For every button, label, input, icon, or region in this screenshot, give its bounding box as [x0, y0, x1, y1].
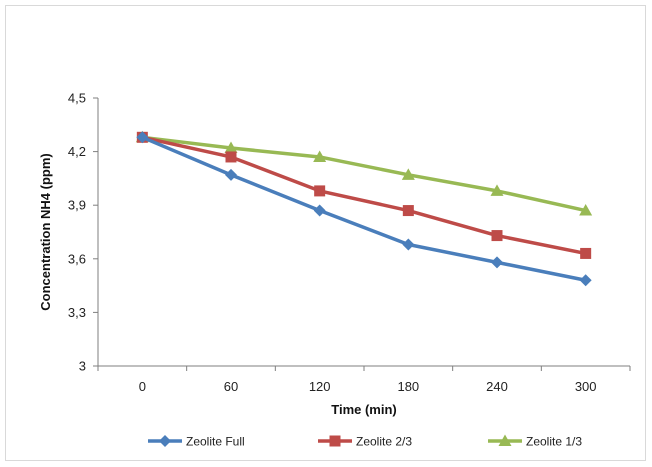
data-point	[224, 141, 238, 154]
x-tick-label: 120	[309, 379, 331, 394]
data-point	[402, 205, 414, 217]
data-point	[313, 150, 327, 162]
data-point	[491, 230, 503, 242]
data-point	[313, 204, 326, 217]
data-point	[491, 256, 503, 269]
legend-marker	[498, 434, 512, 446]
axes	[97, 98, 630, 367]
series-line	[141, 135, 587, 256]
legend-label: Zeolite 2/3	[356, 435, 412, 449]
legend-item: Zeolite 1/3	[488, 434, 582, 449]
legend-item: Zeolite Full	[148, 435, 245, 449]
x-tick-label: 300	[575, 379, 597, 394]
x-axis-title: Time (min)	[331, 402, 397, 417]
data-point	[580, 247, 592, 259]
x-tick-label: 180	[397, 379, 419, 394]
y-ticks: 3 3,3 3,6 3,9 4,2 4,5	[68, 91, 98, 374]
y-axis-title: Concentration NH4 (ppm)	[38, 153, 53, 310]
data-point	[225, 168, 237, 181]
legend-label: Zeolite Full	[186, 435, 245, 449]
y-tick-label: 3,9	[68, 198, 86, 213]
data-point	[579, 204, 593, 216]
legend-marker	[329, 435, 341, 447]
y-tick-label: 3,3	[68, 305, 86, 320]
data-point	[579, 274, 592, 287]
y-tick-label: 3,6	[68, 251, 86, 266]
y-tick-label: 4,2	[68, 144, 86, 159]
y-tick-label: 3	[79, 359, 86, 374]
legend: Zeolite Full Zeolite 2/3 Zeolite 1/3	[148, 434, 582, 449]
series-layer	[135, 130, 593, 287]
legend-item: Zeolite 2/3	[318, 435, 412, 449]
data-point	[136, 131, 149, 144]
data-point	[401, 168, 415, 180]
data-point	[402, 238, 415, 251]
series-zeolite-1-3	[135, 130, 593, 216]
series-line	[142, 135, 587, 213]
x-ticks: 0 60 120 180 240 300	[97, 366, 631, 394]
x-tick-label: 0	[139, 379, 146, 394]
legend-label: Zeolite 1/3	[526, 435, 582, 449]
data-point	[490, 184, 504, 196]
y-tick-label: 4,5	[68, 91, 86, 106]
legend-marker	[159, 435, 171, 447]
x-tick-label: 240	[486, 379, 508, 394]
chart-frame	[5, 5, 646, 461]
data-point	[314, 185, 326, 197]
data-point	[225, 151, 237, 163]
series-line	[141, 135, 587, 282]
series-zeolite-full	[136, 131, 592, 287]
x-tick-label: 60	[224, 379, 238, 394]
